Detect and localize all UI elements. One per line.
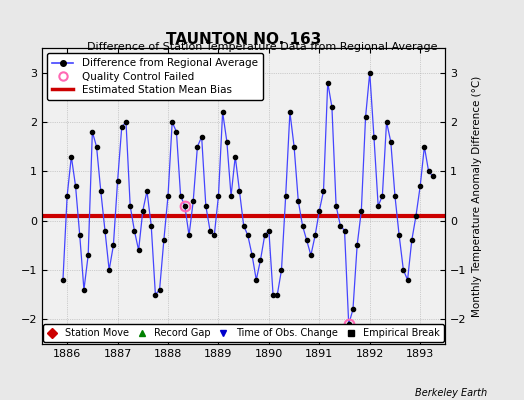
Text: Difference of Station Temperature Data from Regional Average: Difference of Station Temperature Data f… [87,42,437,52]
Legend: Station Move, Record Gap, Time of Obs. Change, Empirical Break: Station Move, Record Gap, Time of Obs. C… [43,324,444,342]
Text: Berkeley Earth: Berkeley Earth [415,388,487,398]
Title: TAUNTON NO. 163: TAUNTON NO. 163 [166,32,321,47]
Y-axis label: Monthly Temperature Anomaly Difference (°C): Monthly Temperature Anomaly Difference (… [472,75,482,317]
